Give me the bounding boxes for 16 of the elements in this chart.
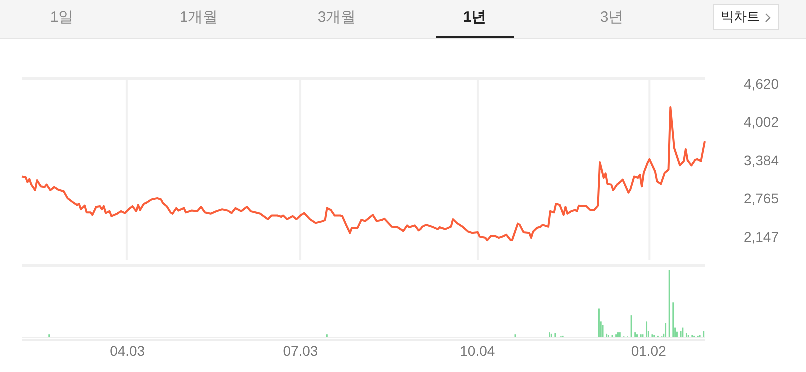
line-series (21, 106, 706, 242)
y-tick-label: 2,147 (744, 228, 780, 245)
y-tick-label: 2,765 (744, 190, 780, 207)
text: 1개월 (178, 8, 220, 28)
x-tick-label: 07.03 (283, 342, 318, 359)
text: 3개월 (316, 8, 358, 28)
x-tick-label: 04.03 (110, 342, 146, 359)
x-tick-label: 01.02 (631, 342, 667, 359)
text: 1년 (462, 8, 488, 28)
text: 1일 (49, 8, 75, 28)
text: 빅차트 (721, 9, 760, 24)
y-tick-label: 4,002 (744, 114, 780, 130)
text: 3년 (599, 8, 625, 28)
y-tick-label: 4,620 (744, 76, 780, 92)
x-tick-label: 10.04 (460, 342, 496, 359)
y-tick-label: 3,384 (744, 152, 780, 168)
